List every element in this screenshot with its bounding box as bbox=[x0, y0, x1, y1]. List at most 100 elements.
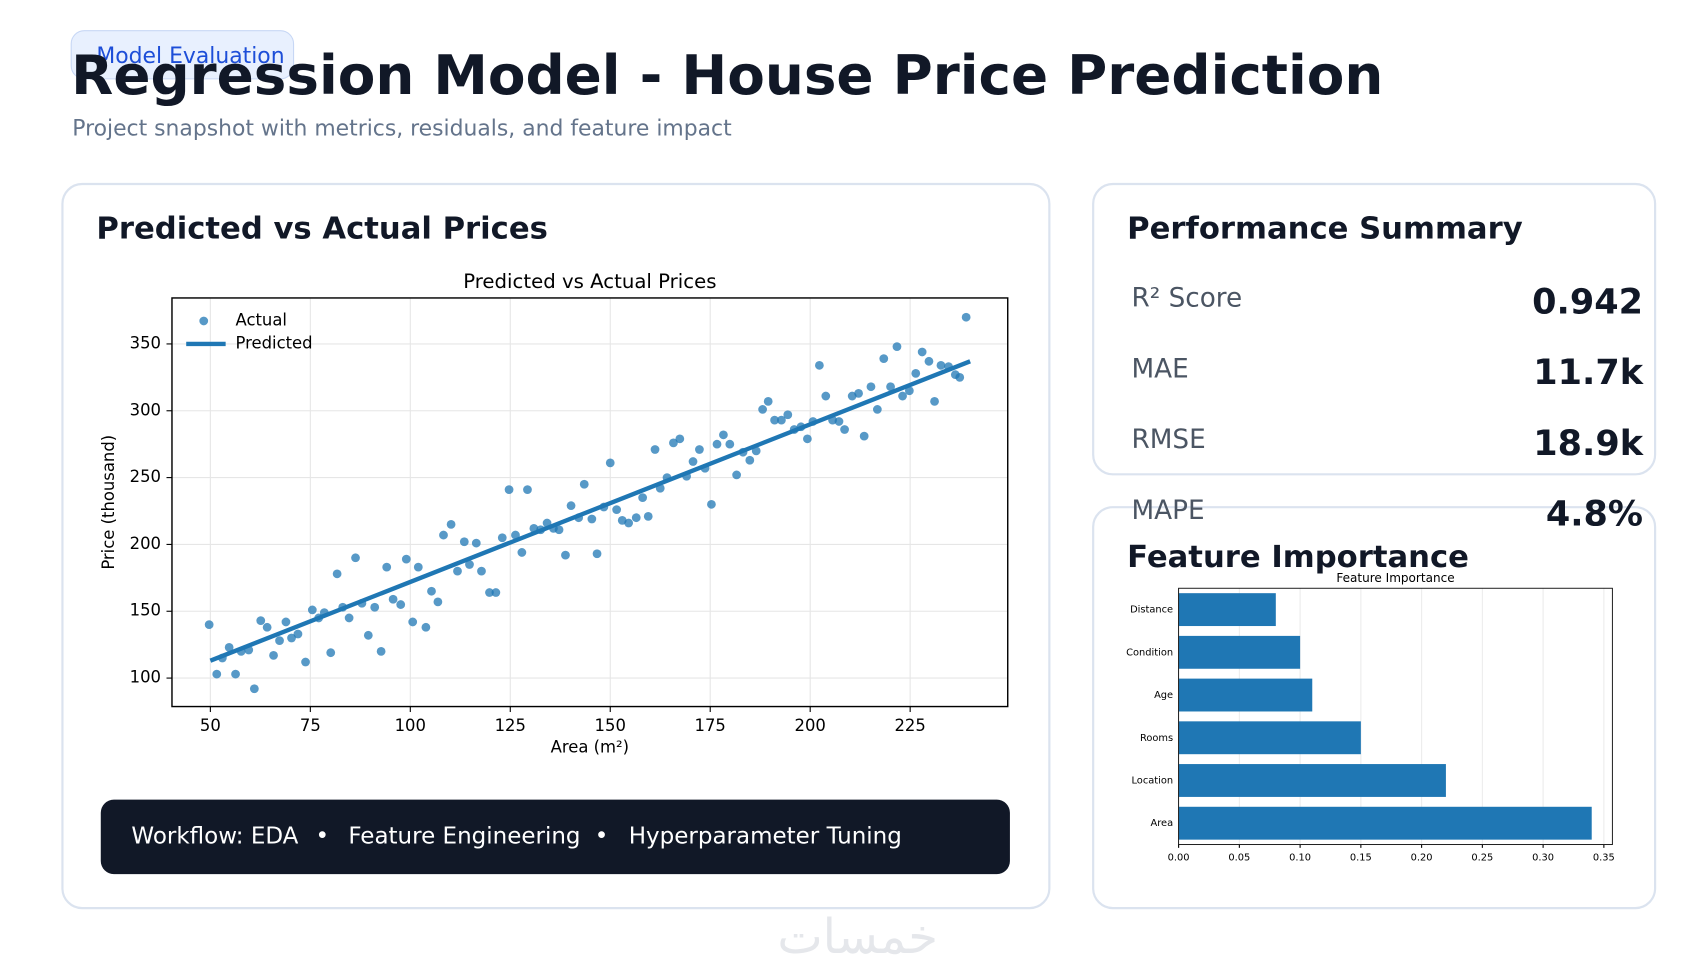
point bbox=[707, 499, 716, 509]
x-tick-label: 200 bbox=[795, 716, 826, 735]
point bbox=[408, 617, 418, 627]
point bbox=[504, 485, 514, 495]
y-tick-label: 300 bbox=[130, 400, 161, 419]
workflow-item: Feature Engineering bbox=[348, 823, 580, 849]
point bbox=[269, 650, 278, 660]
metric-value: 18.9k bbox=[1533, 423, 1643, 464]
y-tick-label: 150 bbox=[130, 601, 161, 620]
plot-frame bbox=[171, 297, 1009, 708]
point bbox=[231, 669, 240, 679]
point bbox=[561, 550, 570, 560]
point bbox=[587, 514, 597, 524]
point bbox=[332, 569, 342, 579]
bar bbox=[1178, 678, 1313, 712]
bar bbox=[1178, 721, 1361, 755]
y-tick-label: 250 bbox=[130, 467, 161, 486]
point bbox=[612, 505, 622, 515]
point bbox=[763, 397, 773, 406]
card bbox=[61, 182, 1051, 910]
point bbox=[725, 439, 735, 449]
point bbox=[650, 445, 660, 454]
separator: • bbox=[315, 823, 329, 849]
point bbox=[669, 438, 678, 448]
point bbox=[459, 537, 469, 547]
point bbox=[401, 554, 411, 564]
point bbox=[433, 597, 443, 607]
point bbox=[955, 372, 965, 382]
x-tick-label: 0.00 bbox=[1168, 853, 1190, 864]
point bbox=[351, 553, 360, 563]
legend-swatch bbox=[199, 316, 209, 326]
badge bbox=[70, 30, 295, 80]
point bbox=[898, 391, 907, 401]
point bbox=[439, 530, 448, 540]
y-tick-label: 350 bbox=[130, 333, 161, 352]
point bbox=[566, 501, 576, 511]
point bbox=[453, 566, 462, 576]
point bbox=[326, 648, 336, 658]
point bbox=[866, 382, 876, 392]
badge-text: Model Evaluation bbox=[96, 44, 284, 69]
metric-value: 0.942 bbox=[1532, 281, 1643, 322]
point bbox=[249, 684, 259, 694]
workflow-bar bbox=[100, 799, 1010, 875]
point bbox=[638, 493, 648, 503]
point bbox=[821, 391, 831, 401]
point bbox=[446, 519, 456, 529]
legend-label: Actual bbox=[236, 310, 287, 329]
point bbox=[579, 479, 589, 489]
metric-label: R² Score bbox=[1132, 284, 1243, 314]
metric-value: 4.8% bbox=[1546, 494, 1643, 535]
point bbox=[471, 538, 481, 548]
point bbox=[592, 549, 602, 559]
x-tick-label: 0.05 bbox=[1228, 853, 1250, 864]
y-tick-label: 100 bbox=[130, 668, 161, 687]
point bbox=[605, 458, 615, 468]
point bbox=[936, 360, 946, 370]
point bbox=[363, 630, 373, 640]
metric-label: RMSE bbox=[1132, 425, 1206, 455]
x-axis-label: Area (m²) bbox=[551, 738, 629, 757]
workflow-item: Workflow: EDA bbox=[131, 823, 298, 849]
point bbox=[497, 533, 507, 543]
point bbox=[262, 622, 272, 632]
point bbox=[745, 455, 755, 465]
x-tick-label: 0.35 bbox=[1593, 853, 1615, 864]
y-tick-label: Location bbox=[1131, 775, 1173, 786]
point bbox=[631, 513, 641, 523]
point bbox=[523, 485, 532, 495]
point bbox=[413, 562, 423, 572]
legend-label: Predicted bbox=[236, 333, 313, 352]
point bbox=[688, 457, 698, 466]
watermark: خمسات bbox=[777, 909, 938, 965]
scatter-chart: Predicted vs Actual Prices 50 75 100 125 150 1… bbox=[99, 270, 1009, 757]
workflow-item: Hyperparameter Tuning bbox=[629, 823, 902, 849]
x-tick-label: 100 bbox=[395, 716, 426, 735]
point bbox=[924, 356, 934, 366]
point bbox=[917, 347, 927, 357]
point bbox=[961, 312, 971, 322]
point bbox=[695, 445, 704, 454]
point bbox=[854, 389, 863, 398]
point bbox=[777, 415, 786, 425]
card-title: Performance Summary bbox=[1127, 212, 1523, 247]
metric-label: MAPE bbox=[1132, 496, 1205, 526]
point bbox=[382, 562, 392, 572]
fit-line bbox=[209, 359, 971, 663]
x-tick-label: 225 bbox=[894, 716, 925, 735]
point bbox=[204, 620, 214, 629]
point bbox=[281, 617, 291, 627]
point bbox=[886, 382, 895, 392]
point bbox=[421, 622, 431, 632]
point bbox=[770, 415, 779, 425]
y-tick-label: Age bbox=[1154, 690, 1173, 701]
page-title: Regression Model - House Price Predictio… bbox=[71, 43, 1383, 107]
point bbox=[904, 386, 914, 396]
chart-title: Feature Importance bbox=[1336, 571, 1454, 585]
card-title: Predicted vs Actual Prices bbox=[96, 212, 548, 247]
point bbox=[427, 586, 436, 596]
point bbox=[732, 470, 741, 480]
point bbox=[712, 439, 722, 449]
point bbox=[517, 548, 527, 557]
